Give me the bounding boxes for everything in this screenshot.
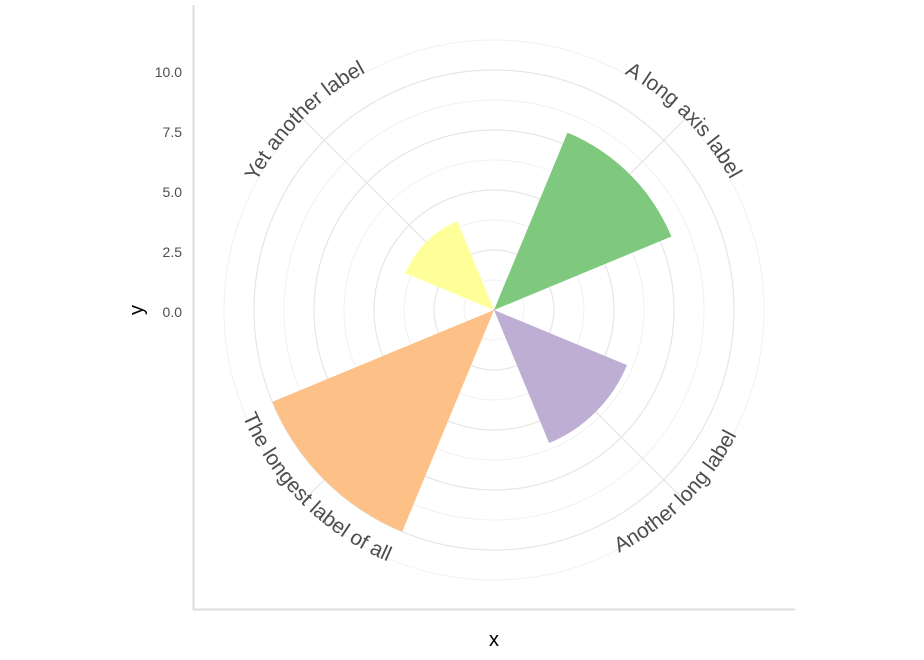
grid-circle-minor (223, 39, 765, 581)
r-tick-label: 10.0 (155, 64, 182, 80)
r-tick-label: 2.5 (163, 244, 183, 260)
grid-circle-minor (283, 99, 705, 521)
grid-circle-minor (343, 159, 645, 461)
grid-circle-minor (403, 219, 585, 401)
wedge-2 (272, 310, 494, 532)
wedge-3 (405, 221, 494, 310)
wedge-0 (494, 132, 672, 310)
x-axis-title: x (489, 629, 499, 651)
grid-circle-major (313, 129, 675, 491)
r-tick-label: 0.0 (163, 304, 183, 320)
grid-circle-major (433, 249, 555, 371)
grid-circle-major (253, 69, 735, 551)
r-tick-label: 7.5 (163, 124, 183, 140)
r-tick-label: 5.0 (163, 184, 183, 200)
grid-circle-major (373, 189, 615, 431)
grid-circle-minor (463, 279, 525, 341)
y-axis-title: y (126, 305, 148, 315)
wedge-1 (494, 310, 628, 444)
